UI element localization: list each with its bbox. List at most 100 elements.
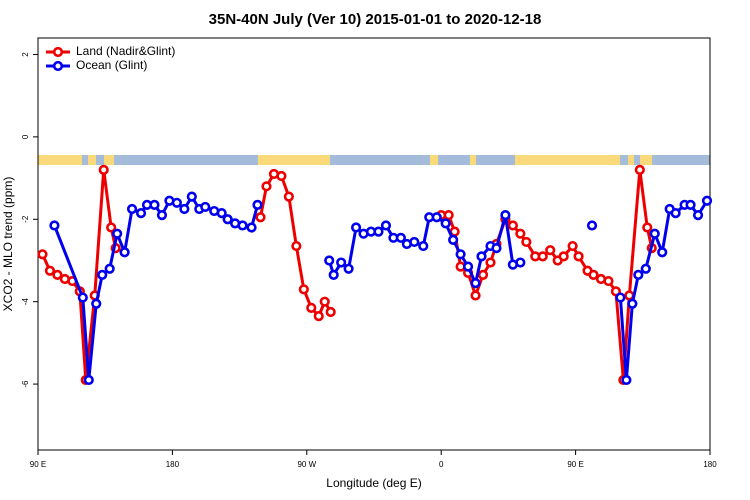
point [37,249,48,260]
point [324,255,335,266]
point [615,292,626,303]
point [470,290,481,301]
point [537,251,548,262]
point [44,265,56,276]
x-tick-label: 180 [166,460,180,469]
point [670,208,681,219]
point [49,220,60,231]
y-tick-label: 2 [21,52,30,57]
point [476,251,487,262]
point [409,236,420,248]
legend-marker [52,60,64,72]
series-line [41,169,654,381]
point [222,214,233,225]
point [373,226,384,237]
point [171,197,182,208]
point [521,236,532,248]
point [156,210,168,221]
point [276,170,287,182]
plot-frame [37,37,711,451]
point [261,181,272,192]
point [186,191,197,202]
point [462,261,474,272]
point [283,191,294,202]
x-tick-label: 90 W [297,460,316,469]
x-tick-label: 0 [439,460,444,469]
point [112,228,123,239]
point [642,222,653,233]
point [395,232,406,243]
point [126,203,138,215]
point [83,374,94,386]
point [649,228,660,239]
point [515,228,526,239]
point [640,263,651,274]
point [685,199,696,210]
legend-marker [52,46,64,58]
point [440,218,451,229]
point [328,269,339,281]
point [545,245,556,256]
point [455,249,466,260]
point [306,302,317,313]
point [477,269,489,281]
x-tick-label: 180 [703,460,717,469]
point [252,199,263,210]
point [588,269,599,281]
point [634,164,645,175]
point [200,201,211,213]
point [77,292,88,303]
point [573,251,584,262]
point [216,208,227,219]
y-axis-label: XCO2 - MLO trend (ppm) [1,177,15,312]
point [657,247,668,258]
point [319,296,330,307]
point [443,210,454,221]
point [106,222,117,233]
point [567,240,578,252]
x-tick-label: 90 E [567,460,583,469]
point [350,222,362,233]
map-strip [38,155,710,165]
point [179,203,190,215]
chart-title: 35N-40N July (Ver 10) 2015-01-01 to 2020… [209,11,542,28]
point [149,199,160,210]
point [418,240,429,252]
point [98,164,109,175]
point [104,263,115,274]
point [431,212,442,223]
point [119,247,130,258]
y-tick-label: -2 [21,215,30,223]
point [135,208,147,219]
point [692,210,704,221]
x-axis-label: Longitude (deg E) [326,476,421,490]
point [255,212,266,223]
y-tick-label: -4 [21,298,30,306]
x-tick-label: 90 E [30,460,46,469]
point [52,269,63,281]
point [586,220,598,231]
point [336,257,347,268]
point [291,240,302,252]
point [448,234,459,245]
point [343,263,354,274]
point [633,269,644,281]
y-tick-label: -6 [21,380,30,388]
point [500,210,511,221]
legend-label: Ocean (Glint) [76,58,147,72]
legend-label: Land (Nadir&Glint) [76,44,175,58]
point [558,251,569,262]
point [246,222,257,233]
point [507,220,518,231]
point [380,220,392,231]
y-tick-label: 0 [21,134,30,139]
point [97,269,108,281]
point [515,257,526,268]
series-line [53,193,709,381]
point [313,311,324,322]
point [621,374,632,386]
point [237,220,248,231]
point [485,257,496,268]
point [470,278,481,289]
